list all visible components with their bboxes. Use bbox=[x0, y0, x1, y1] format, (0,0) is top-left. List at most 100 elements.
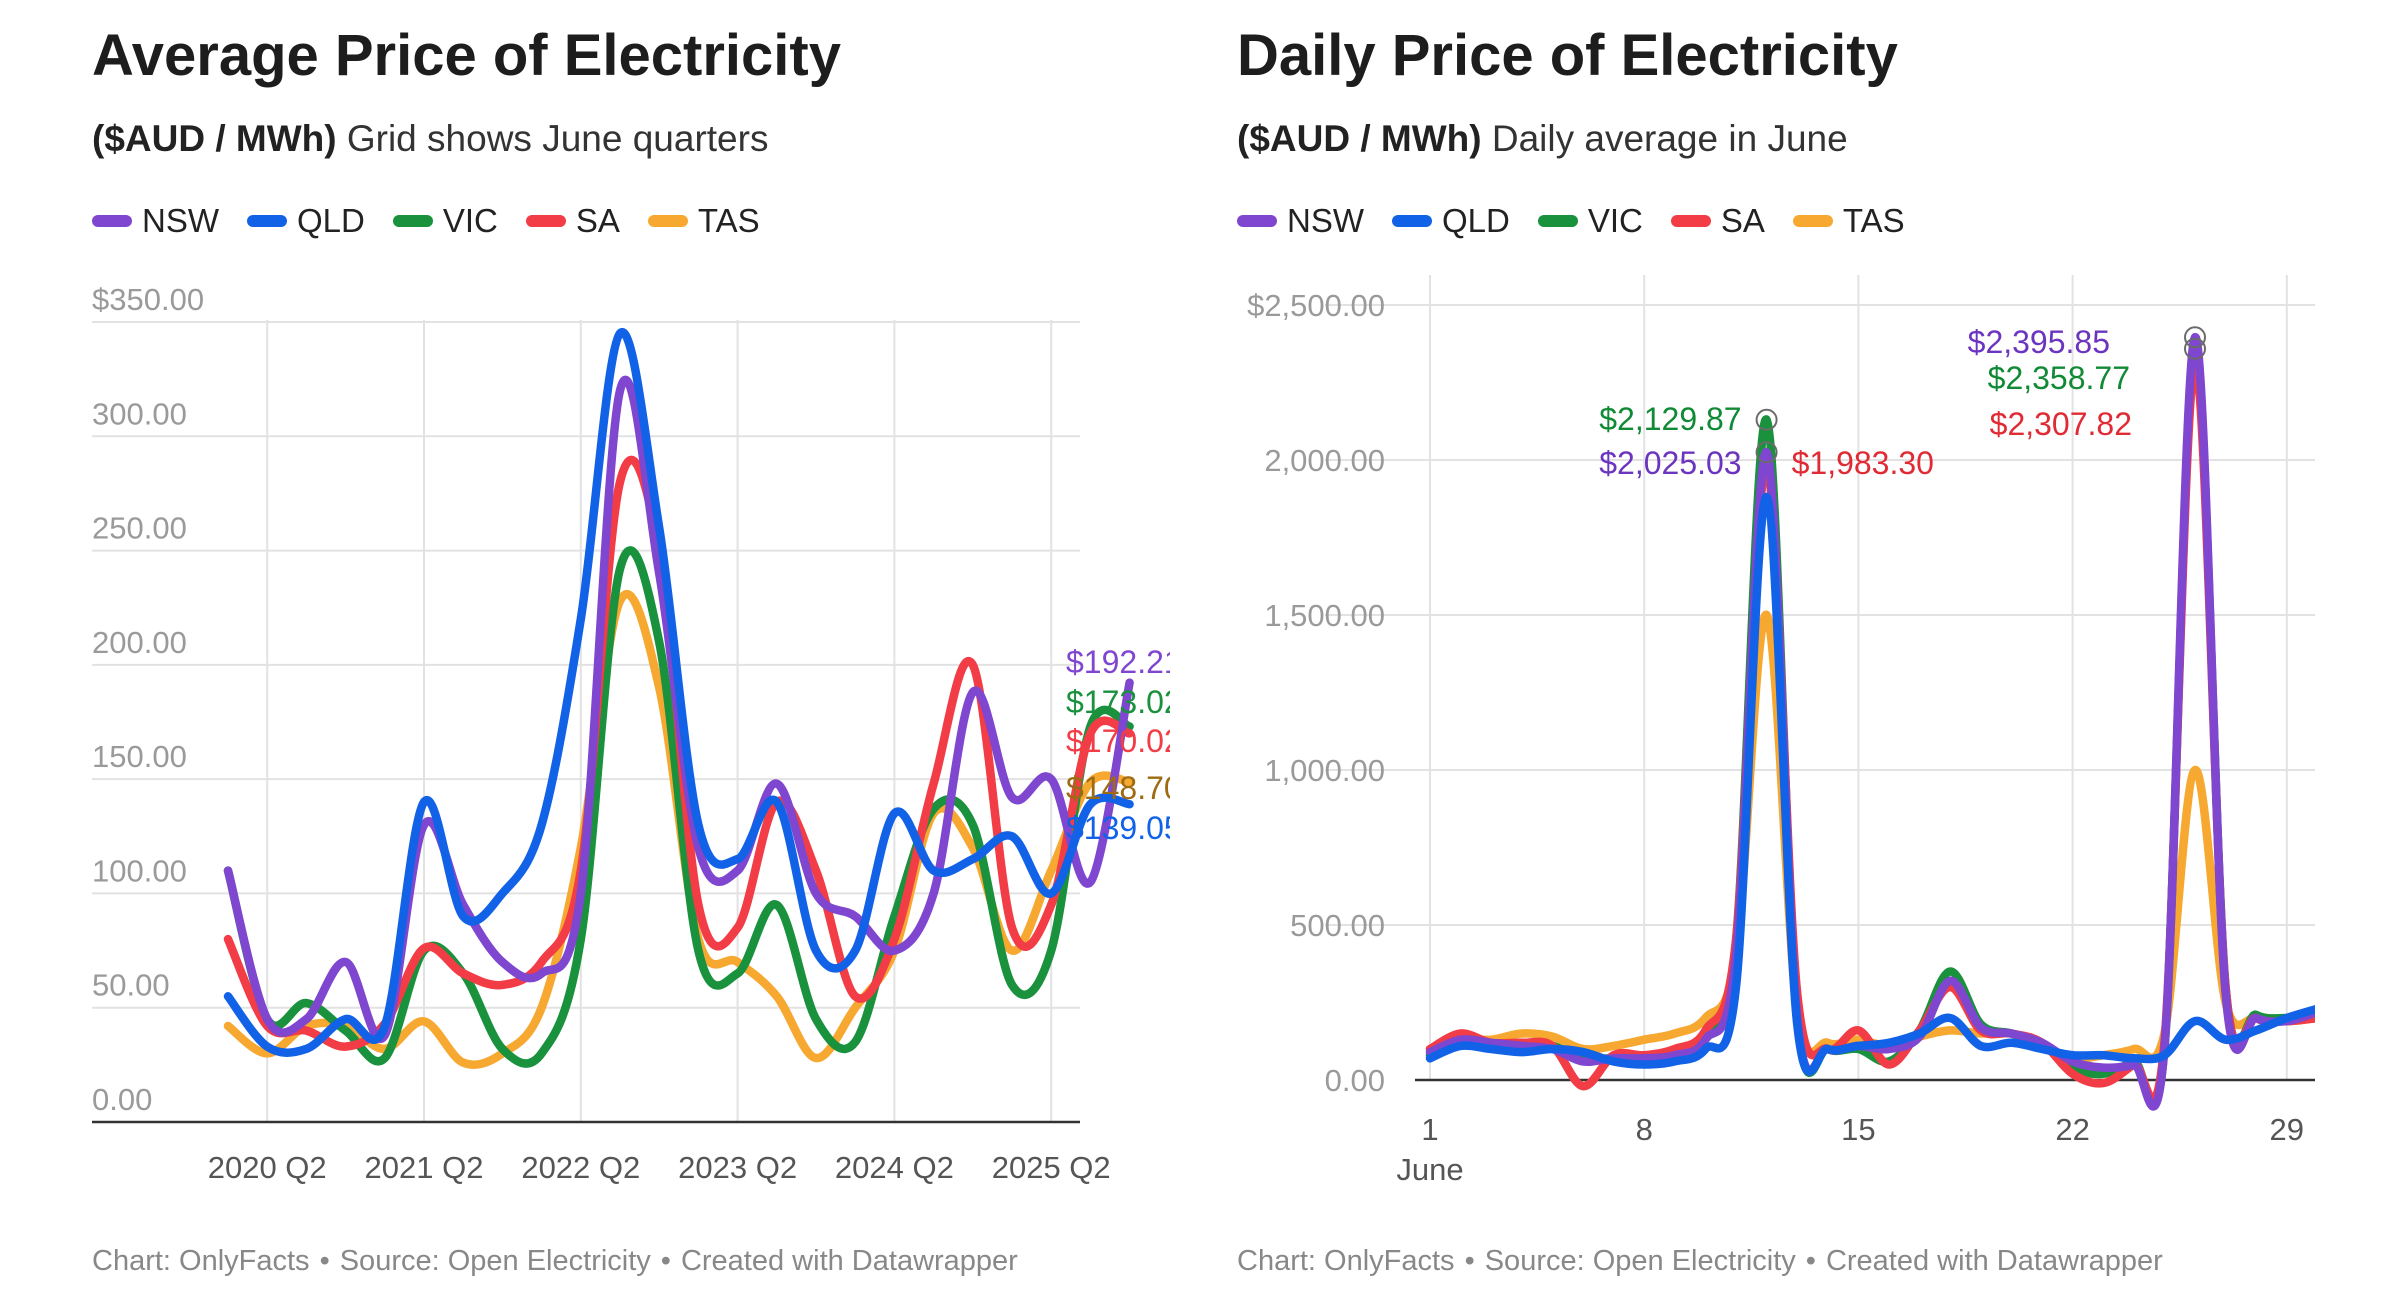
series-line-sa bbox=[223, 455, 1134, 1051]
legend-swatch bbox=[1670, 215, 1711, 227]
legend-label: NSW bbox=[142, 202, 219, 239]
footer-chart-credit: Chart: OnlyFacts bbox=[1237, 1245, 1455, 1277]
y-tick-label: 250.00 bbox=[92, 511, 187, 546]
legend-label: VIC bbox=[1587, 202, 1643, 239]
subtitle-text: Grid shows June quarters bbox=[346, 118, 769, 159]
series-line-vic bbox=[223, 546, 1134, 1068]
chart-footer: Chart: OnlyFacts • Source: Open Electricit… bbox=[1237, 1245, 2163, 1278]
legend-swatch bbox=[1237, 215, 1277, 227]
x-tick-label: 15 bbox=[1841, 1112, 1875, 1147]
y-tick-label: $2,500.00 bbox=[1247, 288, 1385, 323]
footer-source: Source: Open Electricity bbox=[1484, 1245, 1796, 1277]
subtitle-unit: ($AUD / MWh) bbox=[1237, 118, 1482, 159]
end-label-sa: $170.02 bbox=[1066, 723, 1170, 759]
legend-item-vic: VIC bbox=[1537, 202, 1643, 240]
chart-panel-daily: Daily Price of Electricity ($AUD / MWh) … bbox=[1145, 0, 2315, 1301]
footer-chart-credit: Chart: OnlyFacts bbox=[92, 1245, 310, 1277]
footer-separator: • bbox=[319, 1245, 330, 1277]
x-tick-label: 2021 Q2 bbox=[365, 1150, 484, 1185]
chart-subtitle: ($AUD / MWh) Daily average in June bbox=[1237, 118, 1848, 160]
y-tick-label: 1,000.00 bbox=[1264, 753, 1385, 788]
legend-item-nsw: NSW bbox=[1237, 202, 1364, 240]
legend-item-sa: SA bbox=[1670, 202, 1765, 240]
peak-marker-vic bbox=[2184, 337, 2206, 360]
legend-swatch bbox=[1792, 215, 1833, 227]
x-tick-label: 2025 Q2 bbox=[992, 1150, 1111, 1185]
peak-marker-nsw bbox=[1755, 441, 1778, 464]
legend-label: TAS bbox=[1842, 202, 1905, 239]
annotation-nsw: $2,395.85 bbox=[1968, 324, 2110, 360]
legend-label: QLD bbox=[1442, 202, 1510, 239]
legend-swatch bbox=[525, 215, 566, 227]
legend: NSW QLD VIC SA TAS bbox=[1237, 202, 1933, 240]
annotation-vic: $2,358.77 bbox=[1988, 360, 2130, 396]
x-tick-label: 2023 Q2 bbox=[678, 1150, 797, 1185]
legend-item-tas: TAS bbox=[647, 202, 760, 240]
y-tick-label: 300.00 bbox=[92, 396, 187, 431]
x-tick-label: 1 bbox=[1421, 1112, 1438, 1147]
peak-marker-vic bbox=[1755, 408, 1778, 431]
legend-item-sa: SA bbox=[525, 202, 620, 240]
y-tick-label: $350.00 bbox=[92, 282, 204, 317]
footer-created-with: Created with Datawrapper bbox=[680, 1245, 1018, 1277]
line-chart-daily: $2,500.00 2,000.00 1,500.00 1,000.00 500.00 0… bbox=[1247, 275, 2315, 1187]
legend-item-qld: QLD bbox=[1392, 202, 1510, 240]
line-chart-average: $350.00 300.00 250.00 200.00 150.00 100.00 50.… bbox=[92, 282, 1170, 1185]
y-tick-label: 500.00 bbox=[1290, 908, 1385, 943]
end-label-vic: $173.02 bbox=[1066, 684, 1170, 720]
x-tick-label: 22 bbox=[2055, 1112, 2089, 1147]
y-tick-label: 0.00 bbox=[92, 1082, 152, 1117]
legend-item-tas: TAS bbox=[1792, 202, 1905, 240]
y-tick-label: 0.00 bbox=[1325, 1063, 1385, 1098]
x-tick-label: 8 bbox=[1636, 1112, 1653, 1147]
legend-label: TAS bbox=[697, 202, 760, 239]
footer-separator: • bbox=[1805, 1245, 1816, 1277]
series-line-nsw bbox=[1425, 333, 2315, 1111]
legend-label: VIC bbox=[442, 202, 498, 239]
y-tick-label: 100.00 bbox=[92, 853, 187, 888]
legend-label: SA bbox=[1720, 202, 1765, 239]
y-tick-label: 200.00 bbox=[92, 625, 187, 660]
annotation-sa: $1,983.30 bbox=[1792, 445, 1934, 481]
legend-swatch bbox=[92, 215, 132, 227]
subtitle-text: Daily average in June bbox=[1491, 118, 1848, 159]
annotation-nsw: $2,025.03 bbox=[1599, 445, 1741, 481]
x-tick-label: 29 bbox=[2270, 1112, 2304, 1147]
legend-swatch bbox=[647, 215, 688, 227]
peak-marker-nsw bbox=[2184, 326, 2206, 349]
legend-label: QLD bbox=[297, 202, 365, 239]
legend-swatch bbox=[1537, 215, 1578, 227]
legend-swatch bbox=[247, 215, 287, 227]
y-tick-label: 2,000.00 bbox=[1264, 443, 1385, 478]
footer-source: Source: Open Electricity bbox=[339, 1245, 651, 1277]
x-tick-label: 2020 Q2 bbox=[208, 1150, 327, 1185]
series-line-qld bbox=[1425, 492, 2315, 1076]
annotation-vic: $2,129.87 bbox=[1599, 401, 1741, 437]
y-tick-label: 1,500.00 bbox=[1264, 598, 1385, 633]
footer-created-with: Created with Datawrapper bbox=[1825, 1245, 2163, 1277]
chart-panel-average: Average Price of Electricity ($AUD / MWh… bbox=[0, 0, 1170, 1301]
series-line-tas bbox=[1425, 610, 2315, 1063]
series-line-qld bbox=[223, 327, 1134, 1057]
legend-swatch bbox=[392, 215, 433, 227]
x-sub-label: June bbox=[1396, 1152, 1463, 1187]
footer-separator: • bbox=[660, 1245, 671, 1277]
end-label-nsw: $192.21 bbox=[1066, 644, 1170, 680]
chart-title: Daily Price of Electricity bbox=[1237, 23, 1898, 88]
end-label-tas: $148.70 bbox=[1066, 770, 1170, 806]
annotation-sa: $2,307.82 bbox=[1990, 406, 2132, 442]
legend-label: NSW bbox=[1287, 202, 1364, 239]
legend-item-nsw: NSW bbox=[92, 202, 219, 240]
footer-separator: • bbox=[1464, 1245, 1475, 1277]
x-tick-label: 2022 Q2 bbox=[521, 1150, 640, 1185]
subtitle-unit: ($AUD / MWh) bbox=[92, 118, 337, 159]
chart-subtitle: ($AUD / MWh) Grid shows June quarters bbox=[92, 118, 768, 160]
y-tick-label: 150.00 bbox=[92, 739, 187, 774]
x-tick-label: 2024 Q2 bbox=[835, 1150, 954, 1185]
y-tick-label: 50.00 bbox=[92, 968, 170, 1003]
chart-footer: Chart: OnlyFacts • Source: Open Electricit… bbox=[92, 1245, 1018, 1278]
legend-item-qld: QLD bbox=[247, 202, 365, 240]
end-label-qld: $139.05 bbox=[1066, 810, 1170, 846]
legend: NSW QLD VIC SA TAS bbox=[92, 202, 788, 240]
legend-item-vic: VIC bbox=[392, 202, 498, 240]
